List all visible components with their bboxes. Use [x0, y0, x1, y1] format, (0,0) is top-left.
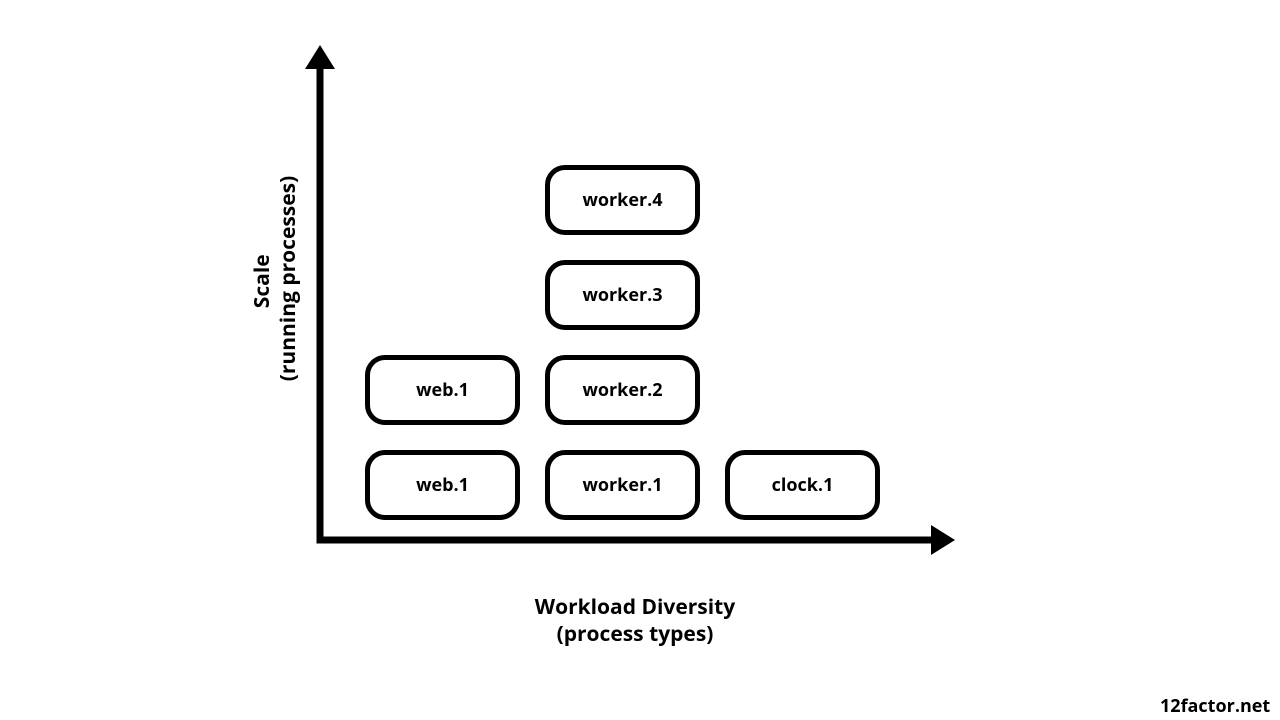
process-node: clock.1 — [725, 450, 880, 520]
x-axis-label-main: Workload Diversity — [485, 594, 785, 621]
x-axis-label: Workload Diversity (process types) — [485, 594, 785, 649]
process-node: worker.3 — [545, 260, 700, 330]
process-node: worker.1 — [545, 450, 700, 520]
attribution-text: 12factor.net — [1160, 694, 1270, 718]
process-node: web.1 — [365, 450, 520, 520]
process-formation-diagram: Scale (running processes) Workload Diver… — [0, 0, 1280, 720]
process-node: web.1 — [365, 355, 520, 425]
process-node: worker.4 — [545, 165, 700, 235]
y-axis-label-sub: (running processes) — [275, 181, 301, 381]
x-axis-label-sub: (process types) — [485, 621, 785, 648]
y-axis-label: Scale (running processes) — [249, 181, 302, 381]
y-axis-label-main: Scale — [249, 181, 275, 381]
process-node: worker.2 — [545, 355, 700, 425]
